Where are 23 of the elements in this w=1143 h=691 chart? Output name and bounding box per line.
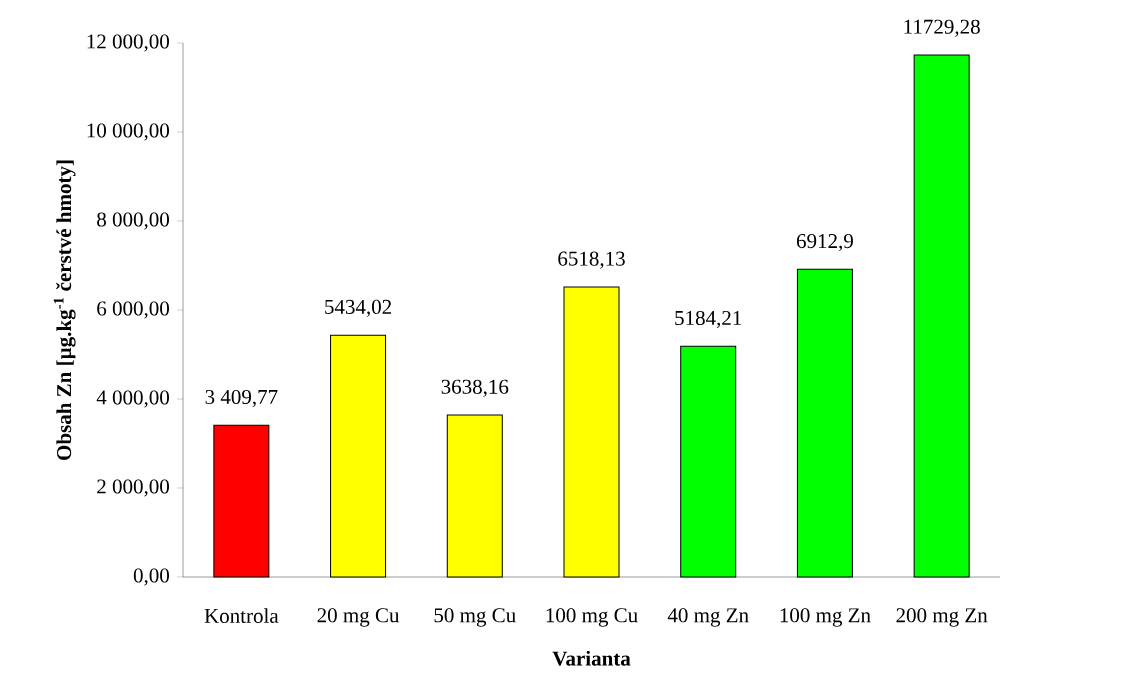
x-tick-label: 200 mg Zn xyxy=(896,608,988,627)
x-axis-title: Varianta xyxy=(552,650,631,666)
x-tick-label: 40 mg Zn xyxy=(667,608,749,627)
x-tick-label: Kontrola xyxy=(204,608,279,623)
y-tick-label: 4 000,00 xyxy=(96,390,170,408)
y-tick-label: 8 000,00 xyxy=(97,212,170,230)
x-tick-label: 20 mg Cu xyxy=(317,608,400,627)
data-label: 6518,13 xyxy=(558,251,625,269)
y-tick-label: 12 000,00 xyxy=(87,34,170,52)
data-label: 3 409,77 xyxy=(205,389,278,408)
data-label: 5184,21 xyxy=(675,310,742,329)
y-axis-title: Obsah Zn [µg.kg$^{-1}$ čerstvé hmoty] xyxy=(53,160,76,460)
data-label: 3638,16 xyxy=(441,379,509,397)
y-tick-label: 6 000,00 xyxy=(97,301,170,319)
x-tick-label: 100 mg Cu xyxy=(546,608,638,627)
y-tick-label: 10 000,00 xyxy=(87,123,170,141)
y-tick-label: 2 000,00 xyxy=(97,479,170,497)
x-tick-label: 100 mg Zn xyxy=(780,608,871,627)
y-tick-label: 0,00 xyxy=(133,568,170,586)
x-tick-label: 50 mg Cu xyxy=(434,608,516,627)
data-label: 11729,28 xyxy=(904,19,980,37)
data-label: 5434,02 xyxy=(325,299,392,317)
data-label: 6912,9 xyxy=(796,234,853,252)
